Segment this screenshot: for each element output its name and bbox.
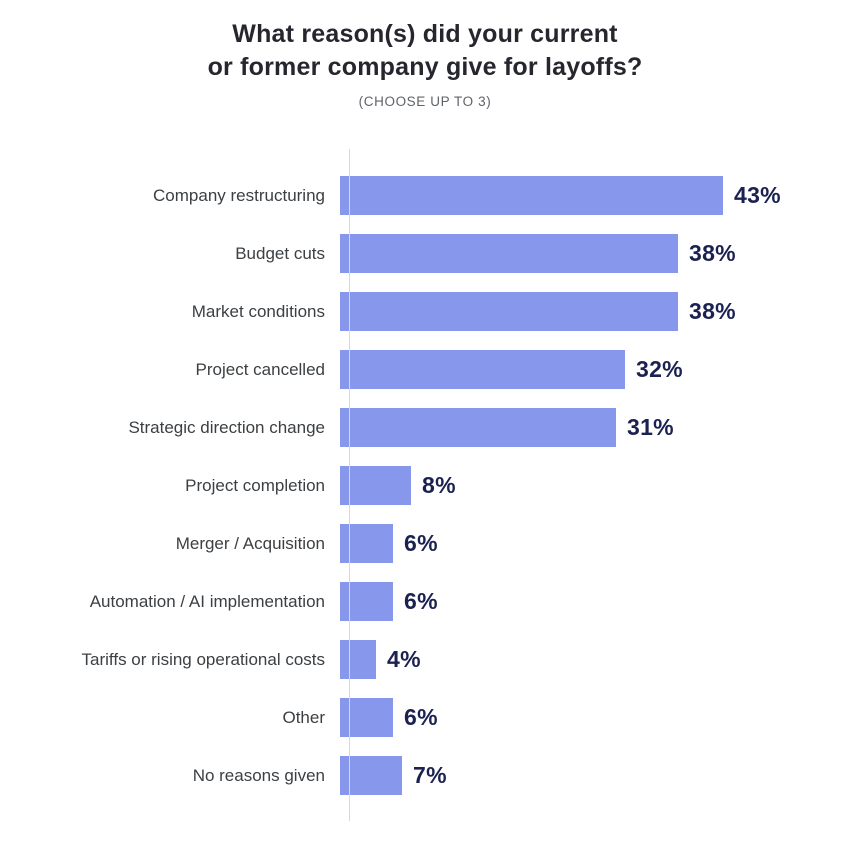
bar-row: Budget cuts 38% xyxy=(0,234,850,273)
category-label: Market conditions xyxy=(191,301,325,321)
value-label: 6% xyxy=(404,704,438,730)
chart-subtitle: (CHOOSE UP TO 3) xyxy=(358,94,492,109)
bar-chart: Company restructuring 43% Budget cuts 38% Ma… xyxy=(0,149,850,821)
category-label: Company restructuring xyxy=(153,185,325,205)
bar-row: Project cancelled 32% xyxy=(0,350,850,389)
bar-rows: Company restructuring 43% Budget cuts 38% Ma… xyxy=(0,149,850,821)
chart-title: What reason(s) did your current or former… xyxy=(0,18,850,84)
bar-track: 6% xyxy=(338,698,850,737)
value-label: 8% xyxy=(422,472,456,498)
value-label: 38% xyxy=(689,240,736,266)
category-label: Other xyxy=(282,707,325,727)
value-label: 7% xyxy=(413,762,447,788)
value-label: 4% xyxy=(387,646,421,672)
bar-track: 32% xyxy=(338,350,850,389)
bar xyxy=(340,408,616,447)
bar xyxy=(340,466,411,505)
value-label: 31% xyxy=(627,414,674,440)
bar-row: Tariffs or rising operational costs 4% xyxy=(0,640,850,679)
category-label: Strategic direction change xyxy=(128,417,325,437)
bar-row: Other 6% xyxy=(0,698,850,737)
bar-row: Automation / AI implementation 6% xyxy=(0,582,850,621)
category-label: No reasons given xyxy=(192,765,325,785)
bar xyxy=(340,698,393,737)
bar xyxy=(340,756,402,795)
value-label: 6% xyxy=(404,530,438,556)
bar-track: 4% xyxy=(338,640,850,679)
category-label: Project completion xyxy=(185,475,325,495)
bar xyxy=(340,524,393,563)
bar-row: No reasons given 7% xyxy=(0,756,850,795)
bar xyxy=(340,582,393,621)
category-label: Project cancelled xyxy=(195,359,325,379)
bar xyxy=(340,292,678,331)
category-label: Tariffs or rising operational costs xyxy=(81,649,325,669)
bar-row: Strategic direction change 31% xyxy=(0,408,850,447)
bar xyxy=(340,234,678,273)
bar xyxy=(340,350,625,389)
chart-title-line-1: What reason(s) did your current xyxy=(232,20,618,48)
bar-row: Merger / Acquisition 6% xyxy=(0,524,850,563)
bar-track: 7% xyxy=(338,756,850,795)
category-label: Automation / AI implementation xyxy=(89,591,325,611)
bar-track: 38% xyxy=(338,292,850,331)
bar xyxy=(340,640,376,679)
category-label: Merger / Acquisition xyxy=(175,533,325,553)
bar-row: Market conditions 38% xyxy=(0,292,850,331)
bar-track: 43% xyxy=(338,176,850,215)
value-label: 6% xyxy=(404,588,438,614)
bar-row: Project completion 8% xyxy=(0,466,850,505)
value-label: 38% xyxy=(689,298,736,324)
value-label: 32% xyxy=(636,356,683,382)
chart-header: What reason(s) did your current or former… xyxy=(0,0,850,109)
bar-track: 38% xyxy=(338,234,850,273)
value-label: 43% xyxy=(734,182,781,208)
y-axis-line xyxy=(349,149,350,821)
bar xyxy=(340,176,723,215)
bar-track: 31% xyxy=(338,408,850,447)
chart-title-line-2: or former company give for layoffs? xyxy=(207,53,643,81)
bar-track: 8% xyxy=(338,466,850,505)
bar-track: 6% xyxy=(338,582,850,621)
bar-track: 6% xyxy=(338,524,850,563)
category-label: Budget cuts xyxy=(235,243,325,263)
bar-row: Company restructuring 43% xyxy=(0,176,850,215)
